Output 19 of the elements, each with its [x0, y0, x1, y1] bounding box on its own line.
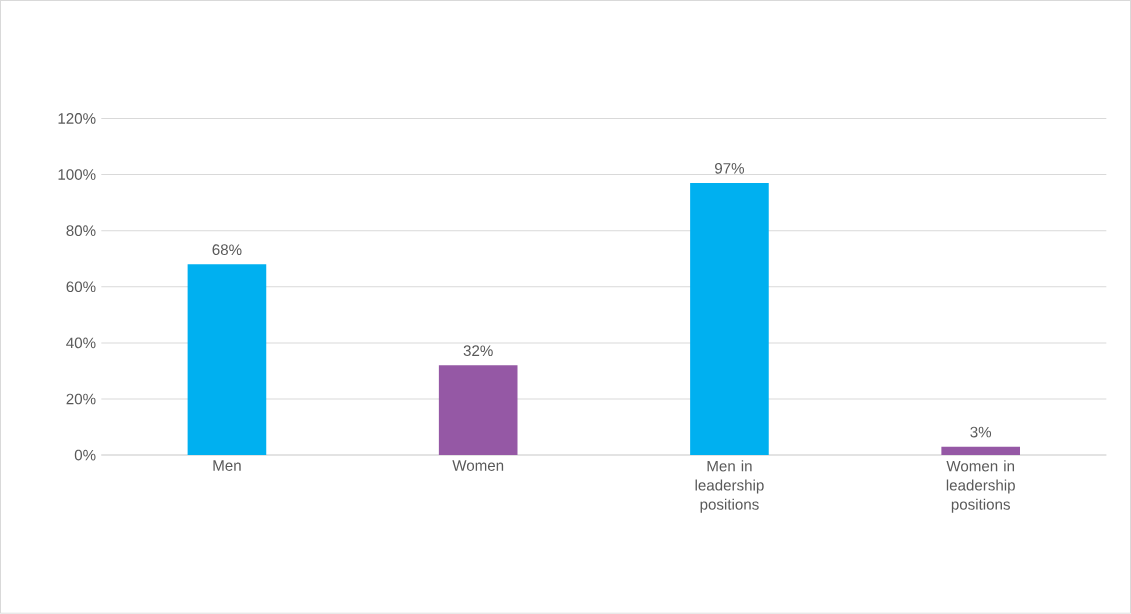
- y-tick-label: 20%: [66, 393, 96, 405]
- x-tick-label: Women in leadership positions: [946, 460, 1015, 513]
- x-tick-label: Men in leadership positions: [695, 460, 764, 513]
- y-tick-label: 120%: [58, 113, 96, 124]
- data-label: 97%: [715, 163, 745, 174]
- data-label: 32%: [463, 345, 493, 357]
- y-tick-label: 60%: [66, 281, 96, 293]
- bar: [690, 183, 769, 456]
- data-label: 3%: [970, 426, 992, 438]
- data-label: 68%: [212, 244, 242, 256]
- bar: [941, 446, 1020, 456]
- bar: [187, 264, 267, 456]
- bar: [438, 365, 518, 456]
- y-tick-label: 100%: [58, 169, 96, 180]
- y-tick-label: 80%: [66, 225, 96, 237]
- x-tick-label: Men: [213, 460, 241, 471]
- y-tick-label: 0%: [74, 449, 96, 461]
- x-tick-label: Women: [452, 460, 504, 471]
- y-tick-label: 40%: [66, 337, 96, 349]
